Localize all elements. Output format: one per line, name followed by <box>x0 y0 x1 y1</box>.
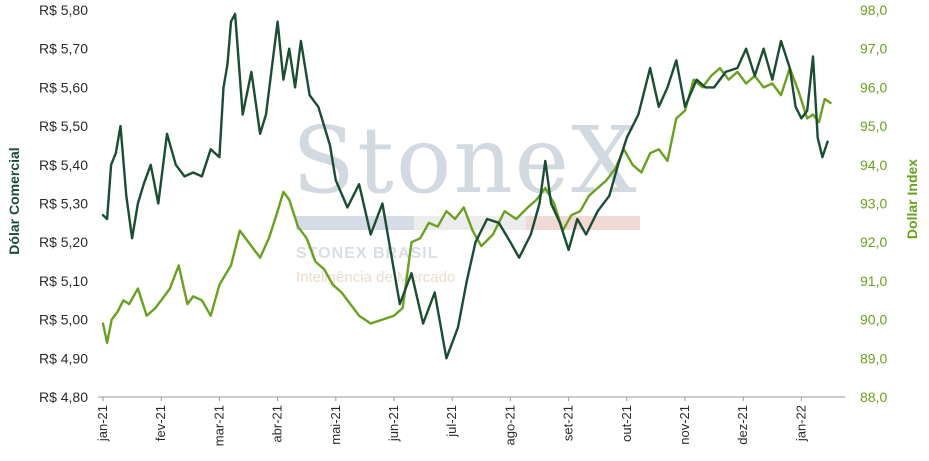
watermark-logo: StoneX <box>292 107 639 214</box>
x-tick-label: set-21 <box>561 405 576 441</box>
series-line-dollar-index <box>101 66 832 344</box>
x-tick-label: fev-21 <box>153 405 168 441</box>
watermark-bar-red <box>526 216 640 230</box>
x-tick-label: ago-21 <box>502 405 517 445</box>
left-tick-label: R$ 5,60 <box>39 79 88 95</box>
x-tick-label: nov-21 <box>677 405 692 445</box>
x-tick-label: abr-21 <box>270 405 285 443</box>
left-tick-label: R$ 5,50 <box>39 118 88 134</box>
right-tick-label: 89,0 <box>860 350 887 366</box>
right-tick-label: 90,0 <box>860 312 887 328</box>
watermark-tagline: Inteligência de Mercado <box>296 269 455 286</box>
x-tick-label: mar-21 <box>211 405 226 446</box>
left-tick-label: R$ 5,40 <box>39 157 88 173</box>
left-tick-label: R$ 5,10 <box>39 273 88 289</box>
left-tick-label: R$ 4,90 <box>39 350 88 366</box>
x-axis-ticks: jan-21 fev-21 mar-21 abr-21 mai-21 jun-21 jul-… <box>95 397 808 446</box>
right-tick-label: 92,0 <box>860 234 887 250</box>
x-tick-label: jul-21 <box>444 405 459 438</box>
x-tick-label: mai-21 <box>328 405 343 445</box>
left-tick-label: R$ 4,80 <box>39 389 88 405</box>
x-tick-label: dez-21 <box>735 405 750 445</box>
left-tick-label: R$ 5,80 <box>39 2 88 18</box>
x-tick-label: jan-22 <box>793 405 808 442</box>
series-line-dolar-comercial <box>101 12 829 360</box>
right-tick-label: 88,0 <box>860 389 887 405</box>
watermark-subtitle: STONEX BRASIL <box>296 245 439 262</box>
right-tick-label: 91,0 <box>860 273 887 289</box>
left-tick-label: R$ 5,30 <box>39 196 88 212</box>
watermark-bar-blue <box>296 216 414 230</box>
right-tick-label: 93,0 <box>860 196 887 212</box>
left-tick-label: R$ 5,20 <box>39 234 88 250</box>
right-axis-ticks: 98,0 97,0 96,0 95,0 94,0 93,0 92,0 91,0 90,0 89,0… <box>860 2 887 405</box>
right-axis-title: Dollar Index <box>904 159 920 239</box>
right-tick-label: 95,0 <box>860 118 887 134</box>
left-axis-title: Dólar Comercial <box>6 147 22 254</box>
x-tick-label: out-21 <box>619 405 634 442</box>
left-axis-ticks: R$ 5,80 R$ 5,70 R$ 5,60 R$ 5,50 R$ 5,40 R$ 5,… <box>39 2 88 405</box>
left-tick-label: R$ 5,70 <box>39 41 88 57</box>
right-tick-label: 94,0 <box>860 157 887 173</box>
right-tick-label: 98,0 <box>860 2 887 18</box>
x-tick-label: jun-21 <box>386 405 401 442</box>
right-tick-label: 96,0 <box>860 79 887 95</box>
right-tick-label: 97,0 <box>860 41 887 57</box>
left-tick-label: R$ 5,00 <box>39 312 88 328</box>
x-tick-label: jan-21 <box>95 405 110 442</box>
series-layer <box>101 12 832 360</box>
